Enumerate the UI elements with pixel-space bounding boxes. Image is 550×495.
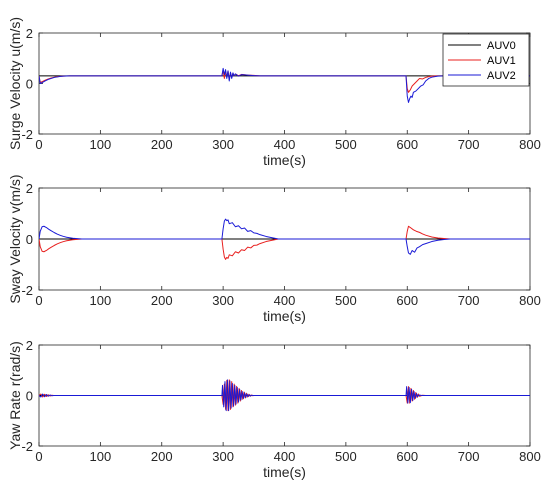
x-tick-label: 400 (274, 449, 296, 464)
series-line-2 (39, 218, 530, 255)
x-tick-label: 400 (274, 293, 296, 308)
x-tick-label: 800 (519, 137, 541, 152)
x-tick-label: 400 (274, 137, 296, 152)
x-tick-label: 500 (335, 293, 357, 308)
subplot-2: 0 100 200 300 400 500 600 700 800-202time(s)Sway… (7, 174, 541, 324)
x-tick-label: 100 (90, 293, 112, 308)
x-tick-label: 200 (151, 449, 173, 464)
y-axis-label: Sway Velocity v(m/s) (7, 174, 23, 303)
y-tick-label: 2 (26, 26, 33, 41)
x-tick-label: 600 (396, 293, 418, 308)
x-tick-label: 300 (212, 293, 234, 308)
x-tick-label: 800 (519, 293, 541, 308)
x-axis-label: time(s) (263, 464, 306, 480)
y-axis-label: Surge Velocity u(m/s) (7, 17, 23, 150)
y-tick-label: -2 (21, 439, 33, 454)
x-tick-label: 300 (212, 449, 234, 464)
y-tick-label: 0 (26, 389, 33, 404)
legend-label-1: AUV1 (487, 55, 516, 67)
y-tick-label: 0 (26, 77, 33, 92)
y-tick-label: -2 (21, 127, 33, 142)
x-tick-label: 200 (151, 293, 173, 308)
x-tick-label: 800 (519, 449, 541, 464)
subplot-1: 0 100 200 300 400 500 600 700 800-202time(s)Surg… (7, 17, 541, 168)
x-tick-label: 100 (90, 449, 112, 464)
y-tick-label: 0 (26, 232, 33, 247)
x-tick-label: 700 (458, 293, 480, 308)
y-tick-label: -2 (21, 283, 33, 298)
series-line-2 (39, 379, 530, 412)
legend: AUV0 AUV1 AUV2 (442, 33, 530, 87)
subplots: 0 100 200 300 400 500 600 700 800-202time(s)Surg… (7, 17, 541, 480)
legend-label-2: AUV2 (487, 70, 516, 82)
x-tick-label: 700 (458, 137, 480, 152)
x-axis-label: time(s) (263, 152, 306, 168)
x-axis-label: time(s) (263, 308, 306, 324)
x-tick-label: 200 (151, 137, 173, 152)
x-tick-label: 600 (396, 137, 418, 152)
x-tick-label: 0 (35, 137, 42, 152)
x-tick-label: 500 (335, 449, 357, 464)
x-tick-label: 700 (458, 449, 480, 464)
series-line-2 (39, 67, 530, 103)
y-tick-label: 2 (26, 181, 33, 196)
x-tick-label: 300 (212, 137, 234, 152)
y-tick-label: 2 (26, 338, 33, 353)
series-group (39, 67, 530, 103)
x-tick-label: 500 (335, 137, 357, 152)
x-tick-label: 100 (90, 137, 112, 152)
x-tick-label: 600 (396, 449, 418, 464)
x-tick-label: 0 (35, 293, 42, 308)
x-tick-label: 0 (35, 449, 42, 464)
series-group (39, 379, 530, 412)
series-group (39, 218, 530, 260)
y-axis-label: Yaw Rate r(rad/s) (7, 341, 23, 450)
subplot-3: 0 100 200 300 400 500 600 700 800-202time(s)Yaw … (7, 338, 541, 480)
legend-label-0: AUV0 (487, 40, 516, 52)
series-line-1 (39, 225, 530, 260)
